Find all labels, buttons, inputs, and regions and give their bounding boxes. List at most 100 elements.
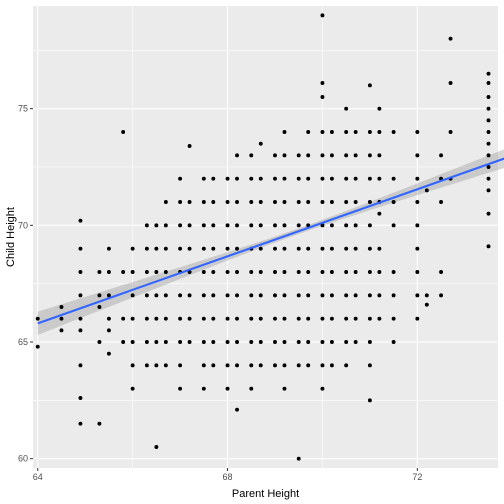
data-point bbox=[353, 316, 358, 321]
data-point bbox=[144, 316, 149, 321]
data-point bbox=[78, 316, 83, 321]
data-point bbox=[296, 340, 301, 344]
data-point bbox=[225, 223, 230, 228]
data-point bbox=[391, 270, 396, 274]
data-point bbox=[320, 293, 325, 298]
x-axis-title: Parent Height bbox=[232, 488, 299, 500]
data-point bbox=[320, 13, 325, 18]
data-point bbox=[163, 246, 168, 251]
data-point bbox=[144, 246, 149, 251]
data-point bbox=[353, 176, 358, 181]
data-point bbox=[353, 200, 358, 204]
data-point bbox=[367, 176, 372, 181]
data-point bbox=[353, 223, 358, 228]
confidence-band-layer bbox=[37, 149, 504, 335]
data-point bbox=[320, 81, 325, 85]
x-tick-label: 68 bbox=[223, 472, 233, 482]
data-point bbox=[201, 223, 206, 228]
data-point bbox=[211, 316, 216, 321]
data-point bbox=[329, 316, 334, 321]
data-point bbox=[258, 363, 263, 368]
data-point bbox=[78, 328, 83, 333]
data-point bbox=[282, 176, 287, 181]
data-point bbox=[211, 200, 216, 204]
data-point bbox=[353, 340, 358, 344]
data-point bbox=[130, 340, 135, 344]
data-point bbox=[144, 270, 149, 274]
data-point bbox=[415, 130, 420, 134]
x-tick-label: 64 bbox=[33, 472, 43, 482]
data-point bbox=[282, 130, 287, 134]
data-point bbox=[154, 445, 159, 449]
y-tick-label: 75 bbox=[18, 104, 28, 114]
data-point bbox=[377, 130, 382, 134]
data-point bbox=[163, 200, 168, 204]
data-point bbox=[59, 328, 64, 333]
data-point bbox=[249, 363, 254, 368]
data-point bbox=[306, 363, 311, 368]
data-point bbox=[187, 144, 192, 148]
data-point bbox=[306, 200, 311, 204]
data-point bbox=[78, 246, 83, 251]
data-point bbox=[306, 246, 311, 251]
data-point bbox=[448, 36, 453, 41]
data-point bbox=[225, 270, 230, 274]
data-point bbox=[235, 246, 239, 251]
data-point bbox=[415, 200, 420, 204]
data-point bbox=[187, 246, 192, 251]
data-point bbox=[121, 316, 126, 321]
data-point bbox=[187, 340, 192, 344]
data-point bbox=[486, 71, 491, 76]
data-point bbox=[344, 246, 349, 251]
data-point bbox=[178, 223, 183, 228]
major-grid bbox=[33, 6, 498, 468]
data-point bbox=[249, 270, 254, 274]
data-point bbox=[258, 176, 263, 181]
data-point bbox=[78, 421, 83, 426]
data-point bbox=[424, 188, 429, 193]
data-point bbox=[144, 363, 149, 368]
data-point bbox=[106, 328, 111, 333]
data-point bbox=[329, 153, 334, 158]
data-point bbox=[154, 316, 159, 321]
data-point bbox=[201, 246, 206, 251]
data-point bbox=[273, 223, 277, 228]
data-point bbox=[391, 130, 396, 134]
data-point bbox=[344, 130, 349, 134]
data-point bbox=[97, 421, 102, 426]
data-point bbox=[178, 176, 183, 181]
data-point bbox=[486, 106, 491, 111]
data-point bbox=[486, 153, 491, 158]
axis-ticks bbox=[30, 108, 418, 471]
data-point bbox=[296, 363, 301, 368]
data-point bbox=[187, 316, 192, 321]
data-point bbox=[486, 165, 491, 169]
data-point bbox=[225, 340, 230, 344]
data-point bbox=[320, 316, 325, 321]
data-point bbox=[201, 293, 206, 298]
data-point bbox=[296, 270, 301, 274]
data-point bbox=[235, 176, 239, 181]
data-point bbox=[367, 363, 372, 368]
data-point bbox=[367, 200, 372, 204]
data-point bbox=[258, 141, 263, 146]
data-point bbox=[187, 223, 192, 228]
data-point bbox=[367, 246, 372, 251]
data-point bbox=[320, 270, 325, 274]
data-point bbox=[225, 316, 230, 321]
data-point bbox=[439, 293, 444, 298]
data-point bbox=[306, 130, 311, 134]
data-point bbox=[320, 176, 325, 181]
data-point bbox=[235, 293, 239, 298]
data-point bbox=[187, 293, 192, 298]
data-point bbox=[106, 246, 111, 251]
data-point bbox=[344, 270, 349, 274]
data-point bbox=[258, 316, 263, 321]
data-point bbox=[282, 223, 287, 228]
data-point bbox=[249, 386, 254, 391]
points-layer bbox=[35, 13, 491, 461]
data-point bbox=[154, 270, 159, 274]
data-point bbox=[329, 176, 334, 181]
data-point bbox=[367, 293, 372, 298]
data-point bbox=[486, 188, 491, 193]
